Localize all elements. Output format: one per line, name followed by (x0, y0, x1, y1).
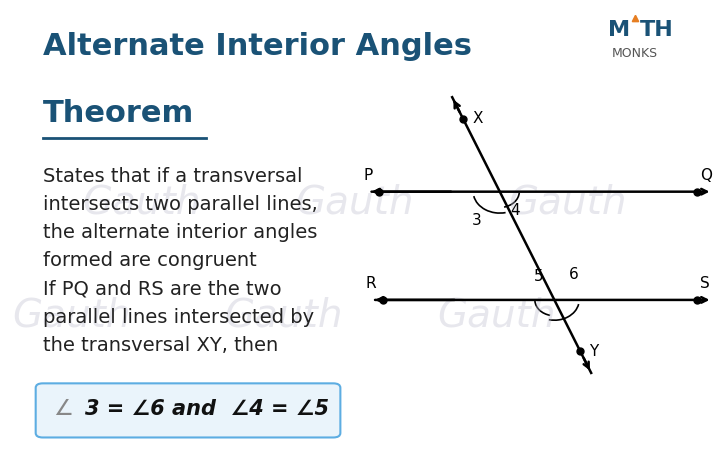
Text: Q: Q (701, 168, 712, 183)
Polygon shape (633, 15, 638, 22)
Text: P: P (363, 168, 372, 183)
Text: Gauth: Gauth (508, 184, 626, 222)
FancyBboxPatch shape (35, 383, 341, 437)
Text: States that if a transversal
intersects two parallel lines,
the alternate interi: States that if a transversal intersects … (43, 167, 317, 270)
Text: ∠: ∠ (54, 399, 74, 419)
Text: Gauth: Gauth (224, 297, 343, 335)
Text: X: X (472, 111, 483, 126)
Text: R: R (365, 276, 376, 291)
Text: M: M (608, 20, 630, 40)
Text: 4: 4 (510, 203, 521, 218)
Text: 5: 5 (534, 269, 544, 284)
Text: Gauth: Gauth (12, 297, 130, 335)
Text: TH: TH (640, 20, 674, 40)
Text: 3: 3 (472, 213, 482, 229)
Text: 3 = ∠6 and  ∠4 = ∠5: 3 = ∠6 and ∠4 = ∠5 (85, 399, 329, 419)
Text: MONKS: MONKS (612, 47, 658, 60)
Text: Theorem: Theorem (43, 99, 194, 128)
Text: If PQ and RS are the two
parallel lines intersected by
the transversal XY, then: If PQ and RS are the two parallel lines … (43, 280, 314, 354)
Text: Gauth: Gauth (82, 184, 201, 222)
Text: S: S (701, 276, 710, 291)
Text: 6: 6 (569, 267, 579, 282)
Text: Y: Y (589, 344, 599, 359)
Text: Gauth: Gauth (295, 184, 414, 222)
Text: Alternate Interior Angles: Alternate Interior Angles (43, 32, 472, 60)
Text: Gauth: Gauth (437, 297, 555, 335)
